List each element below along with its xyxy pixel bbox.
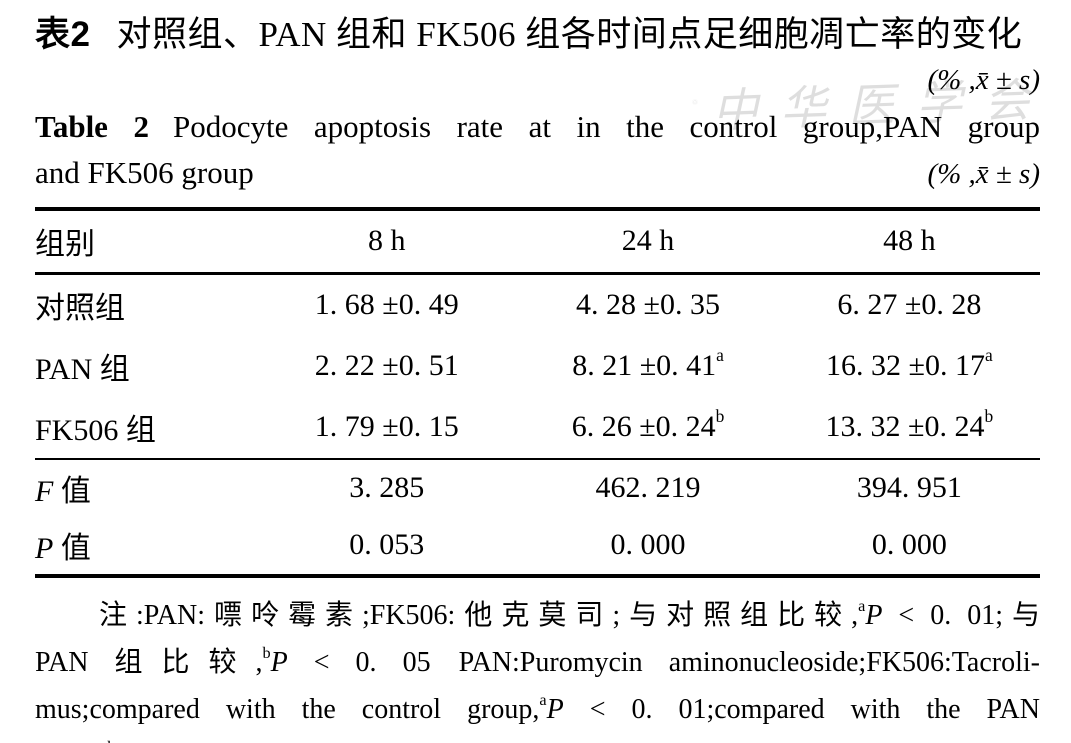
row-label: 对照组 bbox=[35, 292, 125, 325]
cell: 6. 27 ±0. 28 bbox=[779, 274, 1040, 337]
cell: 1. 68 ±0. 49 bbox=[256, 274, 517, 337]
table-title-en-line1: Table 2 Podocyte apoptosis rate at in the… bbox=[35, 104, 1040, 150]
footnote-superscript: b bbox=[262, 644, 271, 663]
footnote-text: 注:PAN:嘌呤霉素;FK506:他克莫司;与对照组比较, bbox=[99, 600, 859, 631]
table-title-zh-text: 对照组、PAN 组和 FK506 组各时间点足细胞凋亡率的变化 bbox=[116, 15, 1023, 54]
cell-value: 8. 21 ±0. 41 bbox=[572, 349, 717, 382]
cell-value: 13. 32 ±0. 24 bbox=[825, 410, 985, 443]
table-title-en-text: Podocyte apoptosis rate at in the contro… bbox=[173, 109, 1041, 144]
cell-superscript: a bbox=[716, 345, 724, 366]
cell-value: 6. 27 ±0. 28 bbox=[837, 288, 982, 321]
cell: 4. 28 ±0. 35 bbox=[517, 274, 778, 337]
row-label: FK506 组 bbox=[35, 414, 156, 447]
p-symbol: P bbox=[865, 600, 883, 631]
stat-symbol: F bbox=[35, 475, 54, 508]
cell: 1. 79 ±0. 15 bbox=[256, 397, 517, 459]
header-row: 组别 8 h 24 h 48 h bbox=[35, 209, 1040, 274]
unit-en: (% ,x̄ ± s) bbox=[927, 158, 1040, 190]
stat-symbol: P bbox=[35, 532, 54, 565]
cell-value: 1. 79 ±0. 15 bbox=[314, 410, 459, 443]
table-number-en: Table 2 bbox=[35, 109, 149, 144]
table-stats: F 值 3. 285 462. 219 394. 951 P 值 0. 053 … bbox=[35, 459, 1040, 576]
cell: 3. 285 bbox=[349, 471, 425, 504]
row-label: PAN 组 bbox=[35, 353, 130, 386]
table-row-fk506: FK506 组 1. 79 ±0. 15 6. 26 ±0. 24b 13. 3… bbox=[35, 397, 1040, 459]
table-body: 对照组 1. 68 ±0. 49 4. 28 ±0. 35 6. 27 ±0. … bbox=[35, 274, 1040, 459]
footnote-text: < 0. 01;与 bbox=[882, 600, 1040, 631]
cell: 394. 951 bbox=[856, 471, 962, 504]
table-number-zh: 表2 bbox=[35, 15, 91, 54]
cell: 6. 26 ±0. 24b bbox=[517, 397, 778, 459]
cell-value: 4. 28 ±0. 35 bbox=[576, 288, 721, 321]
cell: 16. 32 ±0. 17a bbox=[779, 336, 1040, 397]
footnote-line-2: PAN 组比较,bP < 0. 05 PAN:Puromycin aminonu… bbox=[35, 639, 1040, 686]
footnote-superscript: b bbox=[107, 738, 115, 743]
table-row-pan: PAN 组 2. 22 ±0. 51 8. 21 ±0. 41a 16. 32 … bbox=[35, 336, 1040, 397]
table-row-f-value: F 值 3. 285 462. 219 394. 951 bbox=[35, 459, 1040, 517]
table-title-en-text-cont: and FK506 group bbox=[35, 155, 254, 190]
cell: 0. 053 bbox=[349, 528, 425, 561]
table-footnotes: 注:PAN:嘌呤霉素;FK506:他克莫司;与对照组比较,aP < 0. 01;… bbox=[35, 592, 1040, 743]
table-row-control: 对照组 1. 68 ±0. 49 4. 28 ±0. 35 6. 27 ±0. … bbox=[35, 274, 1040, 337]
footnote-text: < 0. 05 bbox=[287, 647, 459, 678]
row-label: P 值 bbox=[35, 517, 256, 576]
stat-label: 值 bbox=[53, 532, 91, 565]
table-header: 组别 8 h 24 h 48 h bbox=[35, 209, 1040, 274]
stat-label: 值 bbox=[53, 475, 91, 508]
footnote-superscript: a bbox=[858, 597, 866, 616]
cell-superscript: a bbox=[984, 345, 993, 366]
footnote-superscript: a bbox=[539, 691, 547, 710]
footnote-text: < 0. 01;compared with the PAN bbox=[563, 694, 1040, 725]
p-symbol: P bbox=[115, 741, 132, 743]
cell-value: 2. 22 ±0. 51 bbox=[314, 349, 459, 382]
cell-value: 1. 68 ±0. 49 bbox=[314, 288, 459, 321]
cell-value: 6. 26 ±0. 24 bbox=[571, 410, 716, 443]
cell: 0. 000 bbox=[871, 528, 947, 561]
footnote-line-1: 注:PAN:嘌呤霉素;FK506:他克莫司;与对照组比较,aP < 0. 01;… bbox=[35, 592, 1040, 639]
table-title-en-line2: and FK506 group (% ,x̄ ± s) bbox=[35, 150, 1040, 197]
cell: 0. 000 bbox=[610, 528, 686, 561]
cell: 2. 22 ±0. 51 bbox=[256, 336, 517, 397]
table-title-zh: 表2 对照组、PAN 组和 FK506 组各时间点足细胞凋亡率的变化 bbox=[35, 12, 1040, 58]
footnote-text: PAN:Puromycin aminonucleoside;FK506:Tacr… bbox=[458, 647, 1040, 678]
footnote-text: group, bbox=[35, 741, 107, 743]
cell-superscript: b bbox=[984, 406, 994, 427]
unit-line-zh: (% ,x̄ ± s) bbox=[35, 60, 1040, 100]
col-header-24h: 24 h bbox=[621, 224, 675, 257]
table-row-p-value: P 值 0. 053 0. 000 0. 000 bbox=[35, 517, 1040, 576]
cell: 462. 219 bbox=[595, 471, 701, 504]
col-header-8h: 8 h bbox=[367, 224, 406, 257]
footnote-line-4: group,bP <0. 05 bbox=[35, 733, 1040, 743]
footnote-text: mus;compared with the control group, bbox=[35, 694, 540, 725]
apoptosis-rate-table: 组别 8 h 24 h 48 h 对照组 1. 68 ±0. 49 4. 28 … bbox=[35, 207, 1040, 578]
p-symbol: P bbox=[270, 647, 288, 678]
cell-superscript: b bbox=[715, 406, 725, 427]
row-label: F 值 bbox=[35, 459, 256, 517]
cell: 8. 21 ±0. 41a bbox=[517, 336, 778, 397]
footnote-text: PAN 组比较, bbox=[35, 647, 263, 678]
cell-value: 16. 32 ±0. 17 bbox=[825, 349, 985, 382]
cell: 13. 32 ±0. 24b bbox=[779, 397, 1040, 459]
footnote-line-3: mus;compared with the control group,aP <… bbox=[35, 686, 1040, 733]
footnote-text: <0. 05 bbox=[133, 741, 212, 743]
col-header-48h: 48 h bbox=[883, 224, 936, 257]
col-header-group: 组别 bbox=[35, 228, 95, 261]
p-symbol: P bbox=[546, 694, 564, 725]
unit-zh: (% ,x̄ ± s) bbox=[927, 64, 1040, 96]
